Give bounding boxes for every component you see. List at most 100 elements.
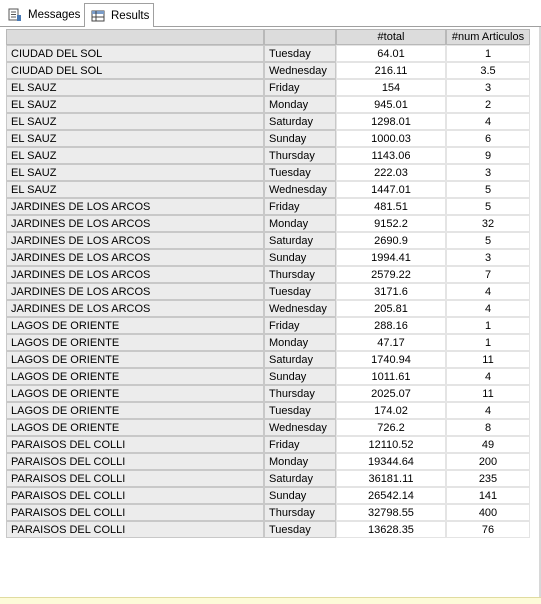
table-row[interactable]: EL SAUZ Sunday 1000.03 6 [6, 130, 530, 147]
cell-num-articulos[interactable]: 11 [446, 351, 530, 368]
cell-colonia[interactable]: EL SAUZ [6, 96, 264, 113]
cell-day[interactable]: Tuesday [264, 521, 336, 538]
table-row[interactable]: LAGOS DE ORIENTE Friday 288.16 1 [6, 317, 530, 334]
cell-total[interactable]: 2579.22 [336, 266, 446, 283]
cell-day[interactable]: Friday [264, 79, 336, 96]
table-row[interactable]: LAGOS DE ORIENTE Sunday 1011.61 4 [6, 368, 530, 385]
cell-num-articulos[interactable]: 400 [446, 504, 530, 521]
cell-colonia[interactable]: EL SAUZ [6, 113, 264, 130]
cell-num-articulos[interactable]: 11 [446, 385, 530, 402]
table-row[interactable]: LAGOS DE ORIENTE Monday 47.17 1 [6, 334, 530, 351]
cell-total[interactable]: 9152.2 [336, 215, 446, 232]
cell-num-articulos[interactable]: 1 [446, 334, 530, 351]
cell-num-articulos[interactable]: 2 [446, 96, 530, 113]
cell-num-articulos[interactable]: 6 [446, 130, 530, 147]
cell-total[interactable]: 726.2 [336, 419, 446, 436]
cell-total[interactable]: 13628.35 [336, 521, 446, 538]
cell-colonia[interactable]: LAGOS DE ORIENTE [6, 402, 264, 419]
cell-total[interactable]: 1298.01 [336, 113, 446, 130]
cell-num-articulos[interactable]: 4 [446, 283, 530, 300]
table-row[interactable]: PARAISOS DEL COLLI Thursday 32798.55 400 [6, 504, 530, 521]
cell-num-articulos[interactable]: 4 [446, 300, 530, 317]
cell-total[interactable]: 2690.9 [336, 232, 446, 249]
cell-num-articulos[interactable]: 3 [446, 79, 530, 96]
cell-colonia[interactable]: CIUDAD DEL SOL [6, 62, 264, 79]
cell-total[interactable]: 1011.61 [336, 368, 446, 385]
cell-day[interactable]: Saturday [264, 113, 336, 130]
cell-day[interactable]: Sunday [264, 249, 336, 266]
cell-day[interactable]: Tuesday [264, 45, 336, 62]
cell-day[interactable]: Thursday [264, 147, 336, 164]
cell-num-articulos[interactable]: 49 [446, 436, 530, 453]
cell-total[interactable]: 1000.03 [336, 130, 446, 147]
cell-num-articulos[interactable]: 9 [446, 147, 530, 164]
cell-total[interactable]: 1143.06 [336, 147, 446, 164]
cell-day[interactable]: Friday [264, 198, 336, 215]
cell-day[interactable]: Friday [264, 436, 336, 453]
cell-colonia[interactable]: JARDINES DE LOS ARCOS [6, 249, 264, 266]
cell-colonia[interactable]: EL SAUZ [6, 79, 264, 96]
table-row[interactable]: LAGOS DE ORIENTE Thursday 2025.07 11 [6, 385, 530, 402]
cell-total[interactable]: 26542.14 [336, 487, 446, 504]
cell-day[interactable]: Monday [264, 215, 336, 232]
cell-num-articulos[interactable]: 5 [446, 232, 530, 249]
cell-day[interactable]: Tuesday [264, 402, 336, 419]
cell-colonia[interactable]: PARAISOS DEL COLLI [6, 453, 264, 470]
cell-colonia[interactable]: PARAISOS DEL COLLI [6, 487, 264, 504]
cell-day[interactable]: Wednesday [264, 419, 336, 436]
cell-total[interactable]: 47.17 [336, 334, 446, 351]
tab-messages[interactable]: Messages [2, 3, 84, 27]
cell-total[interactable]: 12110.52 [336, 436, 446, 453]
cell-colonia[interactable]: EL SAUZ [6, 164, 264, 181]
cell-num-articulos[interactable]: 4 [446, 113, 530, 130]
cell-day[interactable]: Sunday [264, 368, 336, 385]
cell-total[interactable]: 36181.11 [336, 470, 446, 487]
cell-num-articulos[interactable]: 200 [446, 453, 530, 470]
cell-total[interactable]: 216.11 [336, 62, 446, 79]
cell-day[interactable]: Monday [264, 96, 336, 113]
cell-day[interactable]: Saturday [264, 232, 336, 249]
cell-day[interactable]: Wednesday [264, 62, 336, 79]
cell-colonia[interactable]: LAGOS DE ORIENTE [6, 419, 264, 436]
cell-colonia[interactable]: CIUDAD DEL SOL [6, 45, 264, 62]
cell-day[interactable]: Saturday [264, 470, 336, 487]
cell-day[interactable]: Monday [264, 334, 336, 351]
cell-num-articulos[interactable]: 1 [446, 45, 530, 62]
table-row[interactable]: JARDINES DE LOS ARCOS Tuesday 3171.6 4 [6, 283, 530, 300]
cell-total[interactable]: 205.81 [336, 300, 446, 317]
table-row[interactable]: EL SAUZ Thursday 1143.06 9 [6, 147, 530, 164]
cell-num-articulos[interactable]: 3 [446, 164, 530, 181]
table-row[interactable]: EL SAUZ Monday 945.01 2 [6, 96, 530, 113]
cell-day[interactable]: Thursday [264, 385, 336, 402]
table-row[interactable]: CIUDAD DEL SOL Wednesday 216.11 3.5 [6, 62, 530, 79]
results-grid[interactable]: #total #num Articulos CIUDAD DEL SOL Tues… [0, 27, 541, 597]
cell-total[interactable]: 64.01 [336, 45, 446, 62]
cell-num-articulos[interactable]: 4 [446, 402, 530, 419]
table-row[interactable]: PARAISOS DEL COLLI Sunday 26542.14 141 [6, 487, 530, 504]
cell-total[interactable]: 1740.94 [336, 351, 446, 368]
cell-colonia[interactable]: EL SAUZ [6, 181, 264, 198]
cell-total[interactable]: 288.16 [336, 317, 446, 334]
cell-total[interactable]: 174.02 [336, 402, 446, 419]
table-row[interactable]: JARDINES DE LOS ARCOS Wednesday 205.81 4 [6, 300, 530, 317]
table-row[interactable]: PARAISOS DEL COLLI Saturday 36181.11 235 [6, 470, 530, 487]
cell-day[interactable]: Wednesday [264, 300, 336, 317]
tab-results[interactable]: Results [84, 3, 154, 28]
column-header-1[interactable] [6, 29, 264, 45]
cell-colonia[interactable]: JARDINES DE LOS ARCOS [6, 266, 264, 283]
cell-colonia[interactable]: JARDINES DE LOS ARCOS [6, 198, 264, 215]
cell-total[interactable]: 1447.01 [336, 181, 446, 198]
cell-colonia[interactable]: JARDINES DE LOS ARCOS [6, 232, 264, 249]
cell-colonia[interactable]: PARAISOS DEL COLLI [6, 504, 264, 521]
column-header-num-articulos[interactable]: #num Articulos [446, 29, 530, 45]
cell-colonia[interactable]: PARAISOS DEL COLLI [6, 470, 264, 487]
cell-num-articulos[interactable]: 235 [446, 470, 530, 487]
cell-num-articulos[interactable]: 3.5 [446, 62, 530, 79]
cell-day[interactable]: Saturday [264, 351, 336, 368]
cell-num-articulos[interactable]: 76 [446, 521, 530, 538]
table-row[interactable]: JARDINES DE LOS ARCOS Saturday 2690.9 5 [6, 232, 530, 249]
table-row[interactable]: EL SAUZ Tuesday 222.03 3 [6, 164, 530, 181]
cell-num-articulos[interactable]: 5 [446, 181, 530, 198]
cell-day[interactable]: Friday [264, 317, 336, 334]
table-row[interactable]: LAGOS DE ORIENTE Tuesday 174.02 4 [6, 402, 530, 419]
